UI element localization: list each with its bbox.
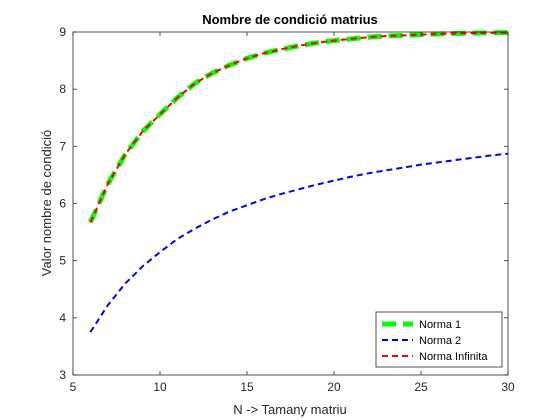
y-tick-label: 9 bbox=[59, 25, 66, 39]
series-line-1 bbox=[88, 30, 509, 224]
x-tick-label: 20 bbox=[327, 380, 341, 394]
x-tick-label: 10 bbox=[153, 380, 167, 394]
y-tick-label: 8 bbox=[59, 82, 66, 96]
legend-label-3: Norma Infinita bbox=[419, 351, 488, 363]
axes-layer: 5 10 15 20 25 30 3 4 5 6 7 8 9 bbox=[59, 25, 515, 394]
legend-label-1: Norma 1 bbox=[419, 319, 461, 331]
series-line-2 bbox=[89, 152, 509, 333]
y-axis-label: Valor nombre de condició bbox=[39, 130, 54, 276]
x-tick-label: 5 bbox=[70, 380, 77, 394]
y-tick-label: 5 bbox=[59, 254, 66, 268]
y-tick-label: 6 bbox=[59, 197, 66, 211]
legend: Norma 1 Norma 2 Norma Infinita bbox=[375, 311, 503, 368]
series-layer bbox=[88, 30, 509, 333]
y-tick-label: 7 bbox=[59, 139, 66, 153]
x-axis-label: N -> Tamany matriu bbox=[233, 402, 347, 417]
x-tick-label: 15 bbox=[240, 380, 254, 394]
y-tick-label: 3 bbox=[59, 368, 66, 382]
chart-title: Nombre de condició matrius bbox=[202, 12, 378, 27]
legend-label-2: Norma 2 bbox=[419, 335, 461, 347]
y-tick-label: 4 bbox=[59, 311, 66, 325]
x-tick-label: 30 bbox=[501, 380, 515, 394]
x-tick-label: 25 bbox=[414, 380, 428, 394]
